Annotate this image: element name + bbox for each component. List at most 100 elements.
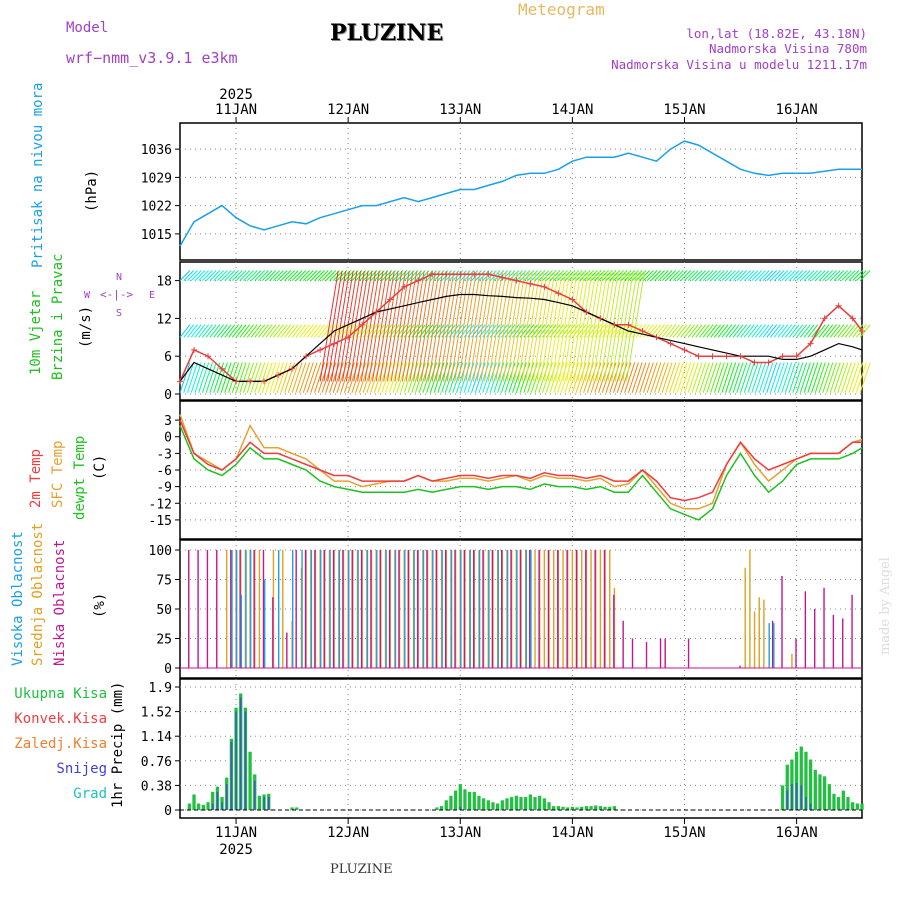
wind-barb xyxy=(672,324,684,338)
wind-barb xyxy=(859,362,871,393)
wind-barb xyxy=(777,270,789,281)
day-label-bottom: 12JAN xyxy=(327,825,369,841)
wind-barb xyxy=(198,270,210,281)
gust-marker xyxy=(779,353,786,360)
wind-barb xyxy=(777,362,789,393)
day-label-bottom: 11JAN xyxy=(215,825,257,841)
wind-barb xyxy=(186,362,198,393)
wind-barb xyxy=(235,362,247,393)
wind-barb xyxy=(325,270,337,281)
wind-barb xyxy=(306,362,318,393)
wind-barb xyxy=(784,362,796,393)
wind-barb xyxy=(751,362,763,393)
wind-barb xyxy=(717,324,729,338)
precip-total-bar xyxy=(458,784,462,810)
wind-barb xyxy=(446,271,466,382)
wind-barb xyxy=(220,324,232,338)
wind-barb xyxy=(246,362,258,393)
year-label-bottom: 2025 xyxy=(219,842,253,858)
wind-barb xyxy=(194,362,206,393)
wind-barb xyxy=(190,324,202,338)
precip-total-bar xyxy=(449,795,453,810)
wind-barb xyxy=(398,271,418,382)
wind-barb xyxy=(394,271,414,382)
wind-barb xyxy=(661,270,673,281)
wind-barb xyxy=(551,271,571,382)
precip-total-bar xyxy=(496,803,500,810)
wind-barb xyxy=(596,271,616,382)
wind-barb xyxy=(669,270,680,281)
precip-total-bar xyxy=(612,806,617,810)
gust-marker xyxy=(807,340,814,347)
wind-barb xyxy=(699,270,710,281)
precip-snow-bar xyxy=(786,790,789,810)
gust-marker xyxy=(219,365,226,372)
footer-station: PLUZINE xyxy=(330,862,393,877)
precip-total-bar xyxy=(570,806,575,810)
gust-marker xyxy=(247,378,254,385)
precip-snow-bar xyxy=(263,797,265,810)
precip-total-bar xyxy=(453,790,458,810)
wind-barb xyxy=(310,270,322,281)
y-tick-label: 6 xyxy=(164,350,172,365)
precip-total-bar xyxy=(841,790,845,810)
wind-barb xyxy=(284,270,295,281)
wind-barb xyxy=(187,324,198,338)
gust-marker xyxy=(359,321,366,328)
wind-barb xyxy=(818,270,830,281)
wind-barb xyxy=(841,270,852,281)
gust-marker xyxy=(317,346,324,353)
wind-barb xyxy=(833,362,845,393)
gust-marker xyxy=(569,296,576,303)
wind-barb xyxy=(246,324,258,338)
precip-total-bar xyxy=(566,807,570,810)
wind-barb xyxy=(299,324,310,338)
wind-barb xyxy=(803,362,815,393)
wind-barb xyxy=(299,270,310,281)
wind-barb xyxy=(273,270,284,281)
wind-barb xyxy=(728,324,740,338)
gust-marker xyxy=(471,271,478,278)
y-tick-label: 0.38 xyxy=(141,779,172,794)
precip-total-bar xyxy=(463,789,467,810)
wind-barb xyxy=(235,270,247,281)
wind-barb xyxy=(837,270,849,281)
wind-barb xyxy=(695,270,707,281)
wind-barb xyxy=(558,271,578,382)
wind-barb xyxy=(205,324,217,338)
wind-barb xyxy=(680,362,692,393)
wind-barb xyxy=(302,270,314,281)
wind-barb xyxy=(695,362,707,393)
y-tick-label: 0 xyxy=(164,804,172,819)
wind-barb xyxy=(710,324,722,338)
wind-barb xyxy=(209,270,221,281)
gust-marker xyxy=(597,315,604,322)
wind-barb xyxy=(721,270,733,281)
precip-total-bar xyxy=(197,803,201,810)
wind-barb xyxy=(450,271,470,382)
precip-total-bar xyxy=(804,751,808,810)
wind-barb xyxy=(643,270,654,281)
wind-barb xyxy=(194,324,206,338)
gust-marker xyxy=(751,359,758,366)
gust-marker xyxy=(499,274,506,281)
compass-s: S xyxy=(116,308,123,319)
wind-barb xyxy=(684,324,695,338)
precip-snow-bar xyxy=(225,784,228,810)
wind-barb xyxy=(814,270,826,281)
wind-barb xyxy=(584,271,604,382)
gust-marker xyxy=(667,340,674,347)
legend-snow: Snijeg xyxy=(56,761,107,777)
gust-marker xyxy=(611,321,618,328)
legend-total-precip: Ukupna Kisa xyxy=(14,686,107,702)
wind-barb xyxy=(306,324,318,338)
wind-barb xyxy=(428,271,448,382)
y-tick-label: 12 xyxy=(156,312,172,327)
wind-barb xyxy=(510,271,530,382)
wind-barb xyxy=(747,270,759,281)
wind-barb xyxy=(342,271,362,382)
precip-snow-bar xyxy=(809,803,812,810)
y-tick-label: -3 xyxy=(156,447,172,462)
wind-barb xyxy=(822,324,834,338)
